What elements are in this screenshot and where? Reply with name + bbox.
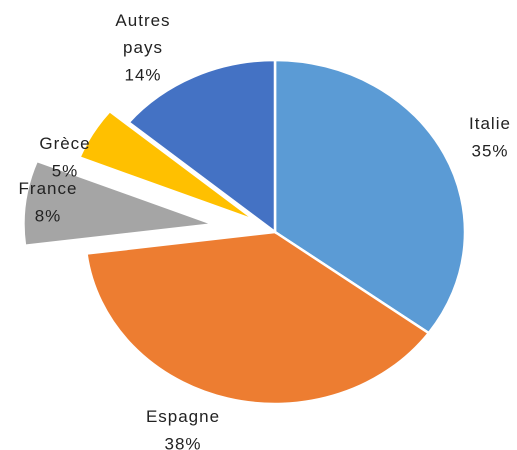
category-label-line: Italie [469, 114, 511, 133]
value-label: 14% [124, 65, 161, 84]
value-label: 5% [52, 161, 79, 180]
category-label: France [19, 179, 78, 198]
category-label: Italie [469, 114, 511, 133]
slice-label: Grèce 5% [39, 134, 90, 180]
category-label-line: Espagne [146, 407, 220, 426]
category-label: Autres pays [115, 11, 170, 57]
value-label: 38% [164, 434, 201, 450]
category-label-line: Grèce [39, 134, 90, 153]
category-label: Grèce [39, 134, 90, 153]
value-label: 35% [471, 141, 508, 160]
category-label: Espagne [146, 407, 220, 426]
category-label-line: France [19, 179, 78, 198]
category-label-line: Autres [115, 11, 170, 30]
slice-label: France 8% [19, 179, 78, 225]
category-label-line: pays [123, 38, 163, 57]
pie-slice [273, 58, 467, 335]
slice-label: Autres pays 14% [115, 11, 170, 84]
pie-slice [22, 159, 214, 248]
pie-slice [85, 230, 431, 406]
slice-label: Italie 35% [469, 114, 511, 160]
pie-slice [77, 109, 257, 222]
slice-label: Espagne 38% [146, 407, 220, 450]
value-label: 8% [35, 206, 62, 225]
pie-slice [126, 58, 277, 235]
